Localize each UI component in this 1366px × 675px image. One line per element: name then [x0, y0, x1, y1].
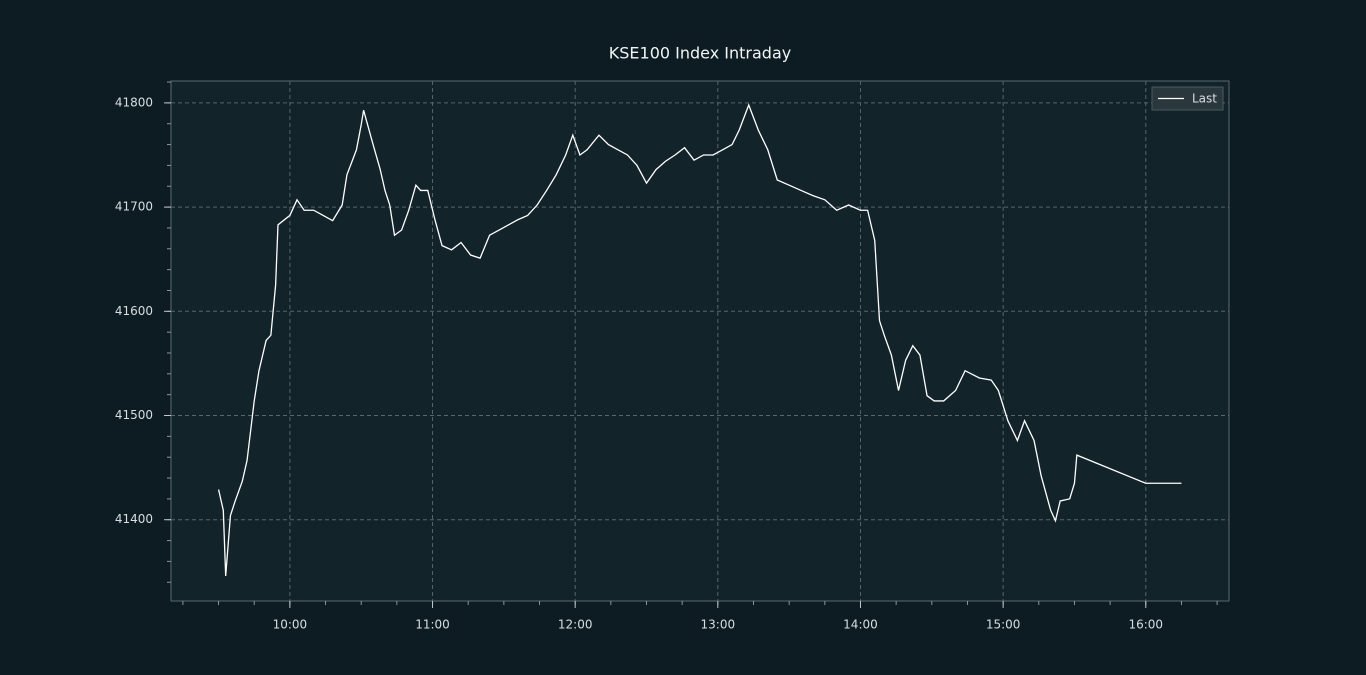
legend-box: [1151, 86, 1224, 111]
plot-area: [170, 80, 1230, 602]
x-tick-label: 13:00: [701, 618, 736, 632]
x-tick-label: 10:00: [273, 618, 308, 632]
x-tick-label: 14:00: [843, 618, 878, 632]
chart-title: KSE100 Index Intraday: [609, 44, 791, 63]
x-tick-label: 12:00: [558, 618, 593, 632]
legend: Last: [1151, 86, 1224, 111]
x-tick-label: 15:00: [986, 618, 1021, 632]
x-tick-label: 16:00: [1128, 618, 1163, 632]
x-tick-label: 11:00: [415, 618, 450, 632]
line-series: [217, 103, 1182, 577]
legend-label: Last: [1192, 92, 1217, 106]
y-tick-label: 41500: [115, 408, 153, 422]
y-tick-label: 41800: [115, 95, 153, 109]
y-tick-label: 41400: [115, 512, 153, 526]
y-tick-label: 41600: [115, 304, 153, 318]
y-tick-label: 41700: [115, 200, 153, 214]
